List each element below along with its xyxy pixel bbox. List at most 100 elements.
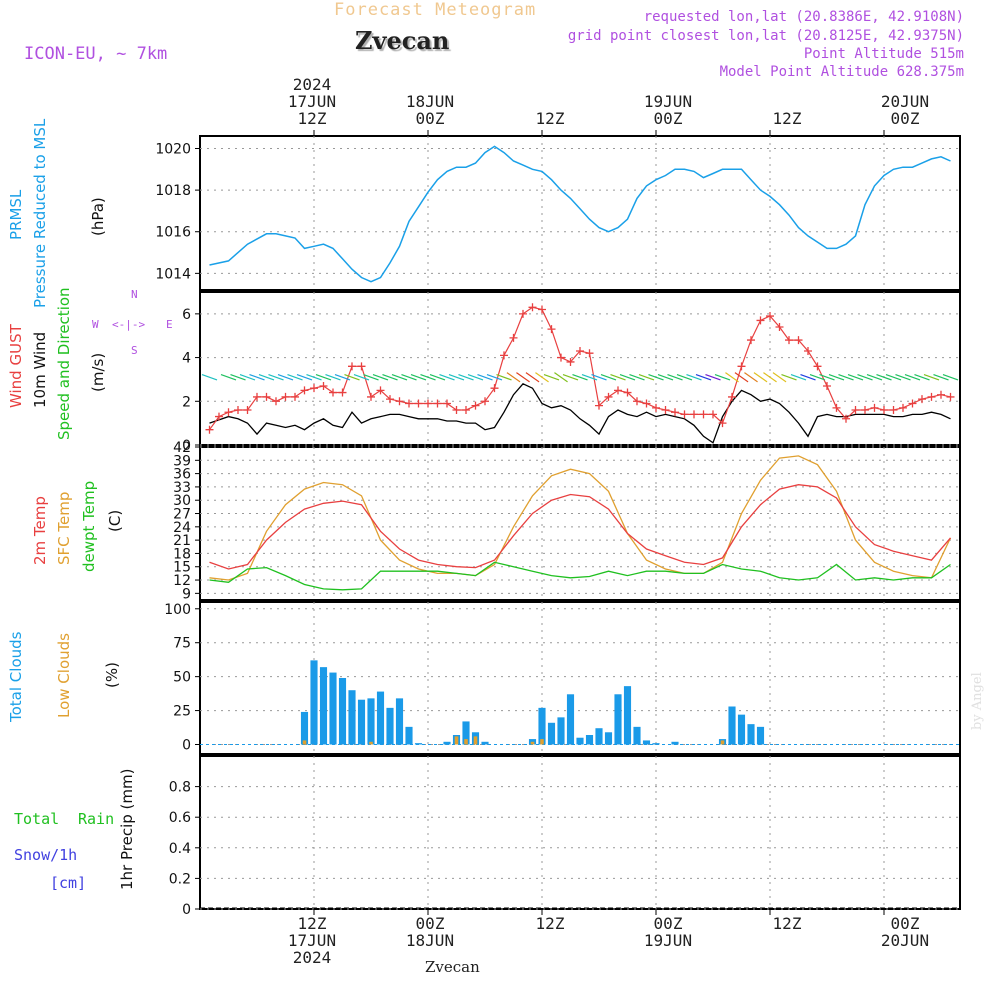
wind-direction-arrow [725, 372, 739, 383]
total-cloud-bar [395, 698, 404, 745]
wind-gust-marker [262, 392, 271, 401]
wind-direction-arrow [904, 373, 921, 381]
low-cloud-bar [530, 741, 535, 745]
compass-e: E [166, 318, 173, 331]
wind-direction-arrow [401, 373, 417, 381]
wind-gust-marker [870, 403, 879, 412]
wind-gust-marker [623, 388, 632, 397]
wind-direction-arrow [734, 372, 749, 383]
total-cloud-bar [310, 660, 318, 745]
grid-point-coordinates: grid point closest lon,lat (20.8125E, 42… [567, 28, 964, 44]
total-cloud-bar [604, 732, 613, 745]
wind-direction-arrow [239, 373, 256, 381]
wind-gust-marker [728, 392, 736, 401]
wind-gust-marker [595, 401, 603, 410]
wind-direction-arrow [866, 373, 883, 381]
wind-gust-marker [699, 410, 708, 419]
wind-gust-marker [899, 403, 907, 412]
bottom-time-label: 00Z 19JUN [643, 914, 693, 950]
wind-direction-arrow [363, 373, 379, 381]
rain-label-rain: Rain [78, 810, 115, 828]
wind-direction-arrow [638, 373, 655, 381]
total-cloud-bar [405, 726, 413, 745]
wind-direction-arrow [344, 373, 360, 381]
tick-label-precip: 0.6 [169, 810, 191, 826]
tick-label-temperature: 39 [173, 453, 191, 469]
tick-label-wind: 0 [182, 438, 191, 454]
tick-label-temperature: 27 [173, 507, 191, 523]
wind-direction-arrow [800, 373, 816, 381]
wind-direction-arrow [496, 373, 512, 381]
wind-gust-marker [614, 386, 622, 395]
total-cloud-bar [747, 724, 755, 745]
tick-label-temperature: 21 [173, 533, 191, 549]
wind-direction-arrow [876, 373, 892, 381]
wind-gust-marker [927, 392, 936, 401]
tick-label-precip: 0 [182, 902, 191, 918]
wind-gust-marker [367, 392, 375, 401]
top-time-label: 20JUN 00Z [880, 92, 930, 128]
wind-direction-arrow [763, 372, 777, 383]
wind-gust-marker [300, 386, 309, 395]
tick-label-wind: 6 [182, 307, 191, 323]
wind-direction-arrow [201, 373, 218, 381]
bottom-time-label: 00Z 18JUN [405, 914, 455, 950]
wind-gust-marker [547, 325, 556, 334]
total-cloud-bar [367, 698, 375, 745]
wind-direction-arrow [554, 372, 568, 383]
tick-label-pressure: 1016 [155, 225, 191, 241]
wind-direction-arrow [516, 372, 530, 383]
wind-gust-marker [471, 401, 480, 410]
station-name: Zvecan [355, 26, 450, 55]
wind-gust-marker [604, 392, 613, 401]
wind-direction-arrow [410, 373, 427, 381]
wind-10m-line [209, 383, 951, 444]
wind-direction-arrow [781, 373, 797, 381]
wind-gust-marker [528, 303, 537, 312]
wind-direction-arrow [382, 373, 398, 381]
wind-gust-marker [851, 406, 860, 415]
wind-direction-arrow [847, 373, 864, 381]
total-cloud-bar [386, 707, 394, 745]
temp-sfc-line [209, 455, 952, 581]
wind-gust-marker [424, 399, 432, 408]
wind-gust-marker [509, 333, 518, 342]
wind-gust-marker [918, 395, 926, 404]
bottom-time-label: 00Z 20JUN [880, 914, 930, 950]
wind-gust-marker [576, 347, 584, 356]
wind-gust-marker [243, 406, 252, 415]
wind-gust-marker [566, 357, 575, 366]
bottom-time-label: 12Z 17JUN 2024 [287, 914, 337, 967]
wind-direction-arrow [287, 373, 303, 381]
wind-direction-arrow [744, 372, 758, 383]
tick-label-clouds: 50 [173, 670, 191, 686]
total-cloud-bar [348, 690, 356, 745]
wind-direction-arrow [258, 373, 275, 381]
wind-gust-marker [310, 384, 318, 393]
wind-direction-arrow [933, 373, 949, 381]
total-cloud-bar [319, 667, 328, 745]
bottom-time-label: 12Z [535, 914, 565, 933]
wind-gust-marker [652, 403, 660, 412]
total-cloud-bar [329, 672, 337, 745]
wind-gust-marker [709, 410, 717, 419]
wind-gust-marker [452, 406, 461, 415]
wind-gust-marker [633, 397, 641, 406]
wind-gust-marker [462, 406, 470, 415]
tick-label-temperature: 12 [173, 573, 191, 589]
temp-dewpt-line [209, 561, 951, 591]
wind-gust-marker [671, 408, 679, 417]
wind-direction-arrow [772, 372, 787, 383]
wind-direction-arrow [619, 373, 636, 381]
wind-gust-marker [832, 403, 841, 412]
tick-label-precip: 0.8 [169, 780, 191, 796]
wind-gust-marker [946, 392, 955, 401]
wind-direction-arrow [942, 373, 959, 381]
total-cloud-bar [642, 740, 651, 745]
wind-direction-arrow [525, 372, 540, 383]
total-cloud-bar [652, 743, 660, 745]
wind-gust-marker [443, 399, 451, 408]
wind-direction-arrow [838, 373, 854, 381]
top-time-label: 19JUN 00Z [643, 92, 693, 128]
wind-gust-marker [272, 397, 280, 406]
